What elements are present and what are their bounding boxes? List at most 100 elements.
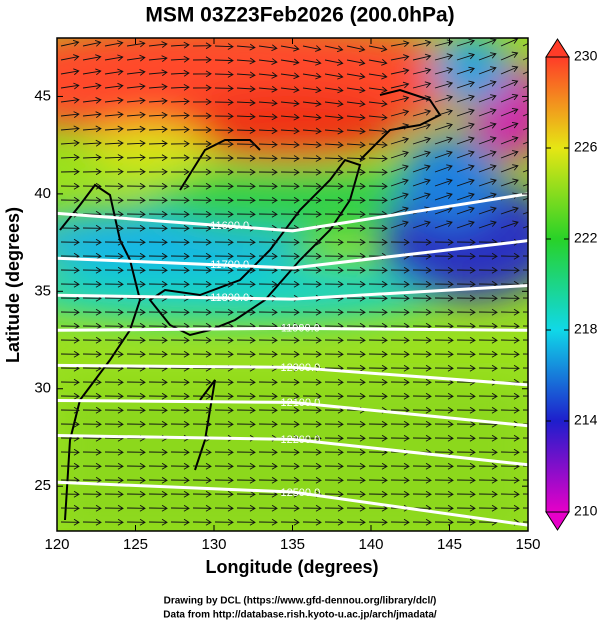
wind-arrow [456,80,475,89]
wind-arrow [236,476,256,484]
wind-arrow [280,210,300,218]
wind-arrow [456,108,475,117]
wind-arrow [324,378,344,386]
wind-arrow [500,79,519,89]
wind-arrow [324,252,344,260]
wind-arrow [456,220,475,229]
wind-arrow [346,336,366,344]
wind-arrow [126,518,146,526]
wind-arrow [192,448,212,456]
wind-arrow [82,54,102,61]
wind-arrow [456,136,475,145]
x-tick-label: 150 [515,536,540,553]
wind-arrow [434,178,453,187]
wind-arrow [214,182,234,190]
contour-line [57,363,528,387]
wind-arrow [500,294,520,302]
wind-arrow [214,112,234,120]
wind-arrow [60,462,80,470]
wind-arrow [104,266,124,274]
wind-arrow [148,252,168,260]
wind-arrow [214,378,234,386]
wind-arrow [302,210,322,218]
wind-arrow [500,122,519,131]
wind-arrow [258,378,278,386]
wind-arrow [434,462,454,470]
wind-arrow [324,308,344,316]
wind-arrow [412,39,432,47]
contour-label: 12100.0 [280,397,320,409]
wind-arrow [478,136,497,145]
wind-arrow [478,220,497,229]
wind-arrow [126,125,146,133]
wind-arrow [258,238,278,246]
wind-arrow [104,97,124,104]
wind-arrow [390,192,409,201]
wind-arrow [258,210,278,218]
x-tick-label: 120 [44,536,69,553]
wind-arrow [325,533,343,539]
wind-arrow [324,182,344,190]
wind-arrow [302,350,322,358]
wind-arrow [456,322,476,330]
wind-arrow [346,210,366,218]
wind-arrow [500,164,519,173]
wind-arrow [236,127,256,134]
wind-arrow [126,308,146,316]
wind-arrow [170,83,190,91]
wind-arrow [346,378,366,386]
wind-arrow [258,336,278,344]
wind-arrow [126,97,146,105]
wind-arrow [126,54,146,62]
wind-arrow [280,252,300,260]
wind-arrow [478,364,498,372]
wind-arrow [104,154,124,161]
wind-arrow [456,308,476,316]
wind-arrow [346,114,366,121]
wind-arrow [104,476,124,484]
wind-arrow [434,81,454,89]
wind-arrow [148,420,168,428]
wind-arrow [60,82,80,90]
wind-arrow [258,99,278,107]
wind-arrow [302,196,322,204]
wind-arrow [60,490,80,498]
wind-arrow [170,406,190,414]
wind-arrow [82,182,102,190]
wind-arrow [390,476,410,484]
wind-arrow [324,196,344,204]
wind-arrow [390,490,410,498]
wind-arrow [236,252,256,260]
wind-arrow [478,294,498,302]
wind-arrow [170,126,190,134]
wind-arrow [434,434,454,442]
y-axis-label: Latitude (degrees) [3,207,23,363]
wind-arrow [148,97,168,105]
wind-arrow [236,168,256,176]
wind-arrow [280,141,300,149]
wind-arrow [148,111,168,119]
wind-arrow [456,178,475,187]
wind-arrow [126,504,146,512]
wind-arrow [522,409,528,411]
wind-arrow [148,55,168,63]
wind-arrow [500,364,520,372]
wind-arrow [324,114,344,121]
wind-arrow [214,308,234,316]
wind-arrow [214,392,234,400]
wind-arrow [60,378,80,386]
contour-line [57,434,528,467]
wind-arrow [478,122,497,131]
wind-arrow [258,127,278,135]
wind-arrow [126,40,146,48]
wind-arrow [412,392,432,400]
wind-arrow [522,479,528,481]
wind-arrow [236,43,256,51]
wind-arrow [302,127,322,135]
wind-arrow [258,476,278,484]
wind-arrow [236,140,256,148]
wind-arrow [104,210,124,218]
wind-arrow [148,126,168,133]
wind-arrow [368,420,388,428]
wind-arrow [434,67,454,75]
